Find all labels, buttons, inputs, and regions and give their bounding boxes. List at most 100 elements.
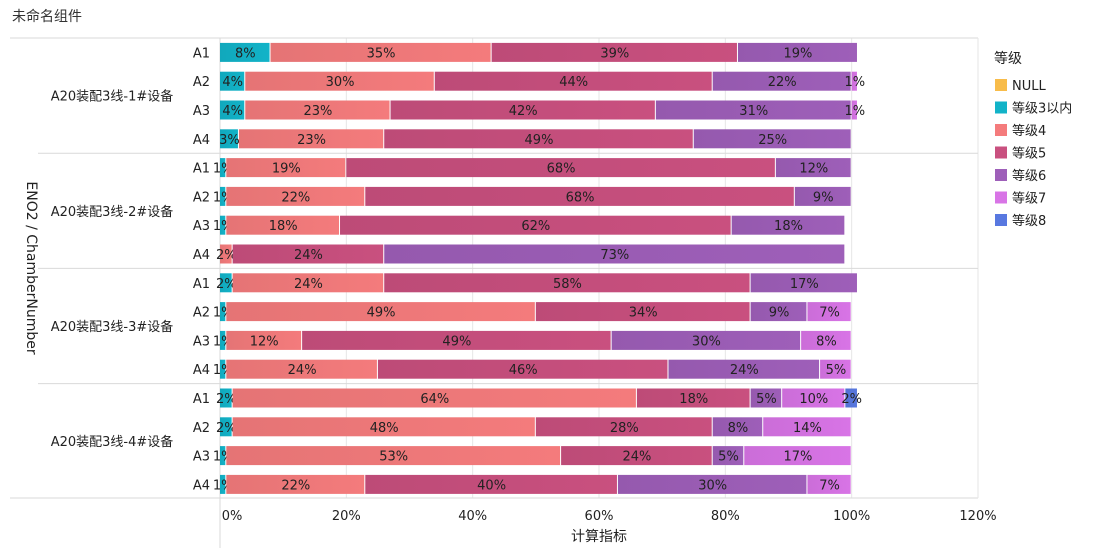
group-label: A20装配3线-2#设备 (51, 204, 174, 220)
data-label: 39% (600, 46, 629, 61)
bar-segment (737, 42, 857, 62)
data-label: 3% (219, 133, 240, 148)
legend-item-label[interactable]: 等级5 (1012, 146, 1046, 162)
data-label: 18% (774, 219, 803, 234)
data-label: 28% (610, 421, 639, 436)
bar-segment (750, 388, 782, 408)
data-label: 8% (235, 46, 256, 61)
bar-segment (220, 100, 245, 120)
data-label: 30% (698, 478, 727, 493)
data-label: 14% (793, 421, 822, 436)
bar-segment (377, 359, 668, 379)
data-label: 23% (297, 133, 326, 148)
bar-segment (220, 186, 226, 206)
bar-segment (365, 186, 794, 206)
x-tick-label: 120% (959, 509, 996, 524)
bar-segment (232, 388, 636, 408)
bar-segment (384, 129, 693, 149)
bar-segment (390, 100, 655, 120)
bar-segment (636, 388, 750, 408)
data-label: 58% (553, 277, 582, 292)
bar-segment (245, 100, 390, 120)
group-label: A20装配3线-4#设备 (51, 434, 174, 450)
data-label: 18% (269, 219, 298, 234)
data-label: 44% (559, 75, 588, 90)
bar-segment (340, 215, 731, 235)
bar-segment (655, 100, 851, 120)
data-label: 9% (813, 190, 834, 205)
legend-item-label[interactable]: 等级7 (1012, 191, 1046, 207)
data-label: 22% (281, 478, 310, 493)
bar-segment (238, 129, 384, 149)
data-label: 24% (294, 248, 323, 263)
legend-swatch[interactable] (995, 191, 1007, 204)
legend-item-label[interactable]: 等级6 (1012, 168, 1046, 184)
bar-segment (744, 446, 851, 466)
bar-segment (763, 417, 851, 437)
legend-item-label[interactable]: 等级8 (1012, 213, 1046, 229)
data-label: 22% (281, 190, 310, 205)
bar-segment (226, 330, 302, 350)
data-label: 5% (718, 450, 739, 465)
bar-segment (226, 474, 365, 494)
data-label: 64% (420, 392, 449, 407)
bar-segment (226, 446, 561, 466)
bar-segment (845, 388, 857, 408)
data-label: 12% (250, 334, 279, 349)
bar-segment (220, 244, 232, 264)
data-label: 53% (379, 450, 408, 465)
bar-segment (693, 129, 851, 149)
row-label: A3 (193, 104, 210, 119)
row-label: A2 (193, 421, 210, 436)
bar-segment (220, 330, 226, 350)
data-label: 1% (845, 75, 866, 90)
bar-segment (820, 359, 851, 379)
data-label: 34% (629, 306, 658, 321)
legend-swatch[interactable] (995, 169, 1007, 181)
group-label: A20装配3线-3#设备 (51, 319, 174, 335)
legend-swatch[interactable] (995, 124, 1007, 136)
data-label: 2% (216, 277, 237, 292)
data-label: 48% (370, 421, 399, 436)
row-label: A1 (193, 392, 210, 407)
bar-segment (220, 273, 232, 293)
row-label: A2 (193, 75, 210, 90)
x-tick-label: 0% (222, 509, 243, 524)
data-label: 62% (521, 219, 550, 234)
bar-segment (302, 330, 611, 350)
legend-swatch[interactable] (995, 79, 1007, 91)
bar-segment (346, 158, 775, 178)
data-label: 24% (622, 450, 651, 465)
legend-swatch[interactable] (995, 146, 1007, 159)
data-label: 46% (509, 363, 538, 378)
group-label: A20装配3线-1#设备 (51, 89, 174, 105)
bar-segment (220, 417, 232, 437)
data-label: 25% (758, 133, 787, 148)
legend-item-label[interactable]: NULL (1012, 79, 1046, 94)
bar-segment (384, 244, 845, 264)
bar-segment (365, 474, 617, 494)
bar-segment (226, 302, 535, 322)
data-label: 7% (819, 306, 840, 321)
legend-swatch[interactable] (995, 214, 1007, 226)
bar-segment (712, 417, 763, 437)
legend-item-label[interactable]: 等级4 (1012, 123, 1046, 139)
row-label: A4 (193, 133, 210, 148)
bar-segment (220, 359, 226, 379)
data-label: 30% (692, 334, 721, 349)
bar-segment (220, 302, 226, 322)
x-axis-title: 计算指标 (571, 529, 627, 545)
bar-segment (434, 71, 712, 91)
bar-segment (220, 474, 226, 494)
legend-swatch[interactable] (995, 101, 1007, 114)
bar-segment (535, 302, 750, 322)
data-label: 12% (799, 162, 828, 177)
legend-item-label[interactable]: 等级3以内 (1012, 101, 1072, 117)
bar-segment (561, 446, 712, 466)
data-label: 24% (294, 277, 323, 292)
bar-segment (775, 158, 851, 178)
bar-segment (220, 42, 270, 62)
data-label: 2% (216, 421, 237, 436)
row-label: A4 (193, 248, 210, 263)
